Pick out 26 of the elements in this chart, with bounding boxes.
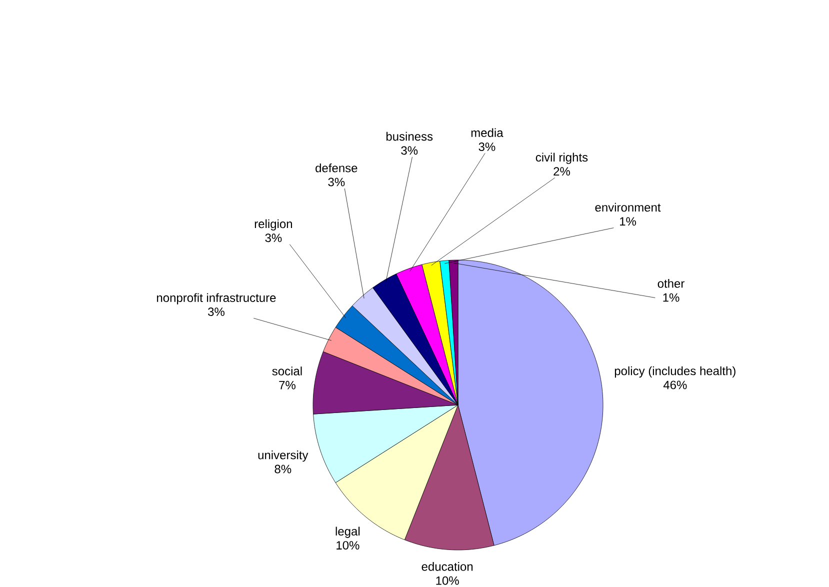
data-label: 10% <box>336 541 360 550</box>
slice-label: university <box>258 450 308 462</box>
slice-label: legal <box>336 526 360 538</box>
slice-label: nonprofit infrastructure <box>157 293 276 304</box>
slice-label: defense <box>316 163 358 172</box>
data-label: 7% <box>279 380 296 390</box>
data-label: 46% <box>663 380 687 390</box>
slice-label: religion <box>254 219 292 231</box>
data-label: 3% <box>328 178 345 186</box>
data-label: 8% <box>274 464 292 474</box>
data-label: 2% <box>554 167 570 176</box>
slice-label: other <box>658 278 684 288</box>
data-label: 3% <box>265 234 282 242</box>
data-label: 10% <box>436 576 459 585</box>
slice-label: education <box>422 562 473 571</box>
data-label: 3% <box>401 146 418 155</box>
data-label: 1% <box>663 293 680 302</box>
data-label: 1% <box>620 217 636 226</box>
slice-label: business <box>386 132 433 141</box>
slice-label: media <box>471 128 504 138</box>
slice-label: environment <box>595 202 661 212</box>
data-label: 3% <box>208 308 224 316</box>
slice-label: social <box>272 366 302 376</box>
slice-label: civil rights <box>536 152 588 164</box>
slice-label: policy (includes health) <box>614 366 736 378</box>
data-label: 3% <box>478 142 496 152</box>
